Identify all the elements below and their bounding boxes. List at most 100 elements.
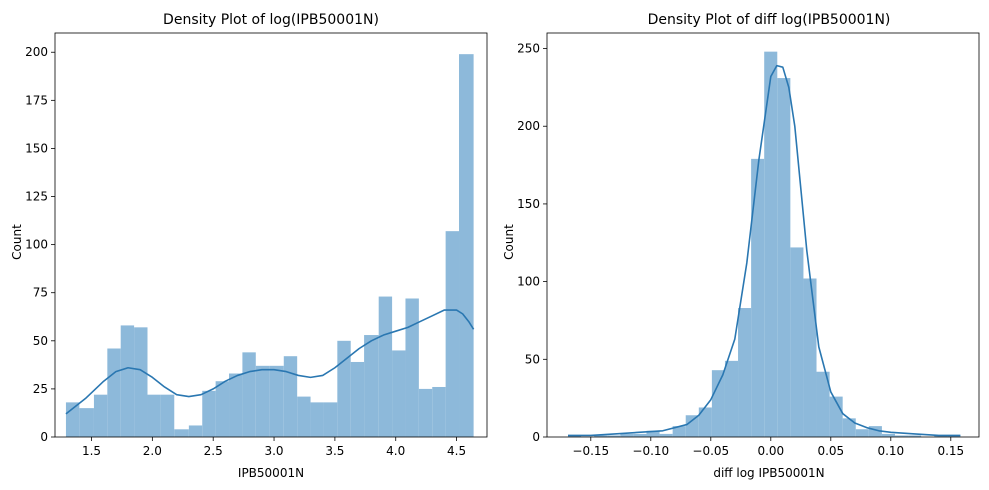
right-plot-layer: −0.15 −0.10 −0.05 0.00 0.05 0.10 0.15 0 50 100 150… bbox=[517, 32, 980, 458]
right-y-tick-label: 0 bbox=[532, 430, 540, 444]
right-histogram-bar bbox=[672, 426, 686, 437]
right-histogram-bar bbox=[816, 371, 830, 437]
left-histogram-bar bbox=[378, 296, 393, 437]
left-histogram-bar bbox=[310, 402, 324, 437]
right-histogram-bar bbox=[868, 426, 882, 437]
left-histogram-bar bbox=[229, 373, 243, 437]
left-y-tick-label: 200 bbox=[25, 45, 48, 59]
right-x-axis-label: diff log IPB50001N bbox=[713, 466, 824, 480]
right-x-tick-label: 0.15 bbox=[937, 444, 964, 458]
left-y-tick-label: 0 bbox=[40, 430, 48, 444]
left-y-tick-label: 75 bbox=[33, 286, 48, 300]
left-histogram-bar bbox=[255, 365, 270, 437]
right-histogram-bar bbox=[842, 418, 856, 437]
left-y-tick-label: 150 bbox=[25, 141, 48, 155]
left-histogram-bar bbox=[202, 390, 216, 437]
right-chart-title: Density Plot of diff log(IPB50001N) bbox=[648, 12, 891, 28]
left-histogram-bar bbox=[134, 327, 148, 437]
right-histogram-bar bbox=[751, 158, 765, 438]
left-x-tick-label: 4.0 bbox=[386, 444, 405, 458]
right-y-tick-label: 150 bbox=[517, 197, 540, 211]
left-y-tick-label: 100 bbox=[25, 238, 48, 252]
right-histogram-bar bbox=[698, 407, 712, 437]
left-chart-title: Density Plot of log(IPB50001N) bbox=[163, 12, 379, 28]
right-x-tick-label: 0.00 bbox=[757, 444, 784, 458]
left-y-tick-label: 50 bbox=[33, 334, 48, 348]
right-histogram-bar bbox=[646, 430, 660, 437]
left-histogram-bar bbox=[120, 325, 135, 437]
left-histogram-bar bbox=[215, 381, 230, 437]
right-histogram-bar bbox=[633, 433, 647, 437]
left-y-tick-label: 25 bbox=[33, 382, 48, 396]
left-histogram-bar bbox=[405, 298, 419, 437]
right-histogram-bar bbox=[764, 51, 778, 438]
right-x-tick-label: −0.05 bbox=[692, 444, 729, 458]
left-histogram-bar bbox=[79, 408, 94, 437]
right-histogram-bar bbox=[790, 247, 804, 437]
right-kde-curve bbox=[568, 64, 961, 437]
left-histogram-bar bbox=[93, 394, 108, 437]
left-y-axis-label: Count bbox=[10, 224, 24, 260]
right-y-axis-label: Count bbox=[502, 224, 516, 260]
left-histogram-bar bbox=[107, 348, 121, 437]
left-histogram-bar bbox=[188, 425, 203, 437]
left-y-tick-label: 125 bbox=[25, 190, 48, 204]
left-histogram-bar bbox=[283, 356, 298, 437]
left-histogram-bar bbox=[459, 54, 474, 437]
left-histogram-bar bbox=[323, 402, 338, 437]
left-histogram-bar bbox=[337, 340, 351, 437]
right-y-tick-label: 50 bbox=[525, 352, 540, 366]
left-histogram-bar bbox=[297, 396, 311, 437]
right-histogram-bar bbox=[777, 78, 791, 437]
right-histogram-bar bbox=[908, 435, 922, 437]
right-histogram-bar bbox=[803, 278, 817, 437]
left-histogram-panel: Density Plot of log(IPB50001N) 1.5 2.0 2.5… bbox=[10, 12, 488, 480]
right-y-tick-label: 200 bbox=[517, 119, 540, 133]
right-y-tick-label: 250 bbox=[517, 42, 540, 56]
left-x-axis-label: IPB50001N bbox=[238, 466, 304, 480]
left-histogram-bar bbox=[269, 365, 284, 437]
left-y-tick-label: 175 bbox=[25, 93, 48, 107]
right-x-tick-label: −0.15 bbox=[572, 444, 609, 458]
left-axes-frame bbox=[54, 32, 488, 438]
right-histogram-bar bbox=[895, 435, 909, 437]
right-histogram-bar bbox=[685, 415, 699, 437]
right-histogram-bar bbox=[594, 435, 608, 437]
left-x-tick-label: 3.5 bbox=[325, 444, 344, 458]
left-plot-layer: 1.5 2.0 2.5 3.0 3.5 4.0 4.5 0 25 50 75 100 125 150 175… bbox=[25, 32, 488, 458]
right-bars bbox=[568, 51, 961, 438]
left-histogram-bar bbox=[445, 231, 460, 437]
right-histogram-bar bbox=[659, 433, 673, 437]
left-x-tick-label: 3.0 bbox=[264, 444, 283, 458]
left-x-tick-label: 2.5 bbox=[204, 444, 223, 458]
right-x-tick-label: 0.10 bbox=[877, 444, 904, 458]
left-histogram-bar bbox=[392, 350, 406, 437]
left-histogram-bar bbox=[65, 402, 80, 437]
right-histogram-panel: Density Plot of diff log(IPB50001N) −0.1… bbox=[502, 12, 980, 480]
right-axes-frame bbox=[546, 32, 980, 438]
left-histogram-bar bbox=[174, 429, 189, 437]
left-histogram-bar bbox=[350, 361, 365, 437]
left-bars bbox=[65, 54, 474, 437]
right-histogram-bar bbox=[724, 360, 739, 437]
right-histogram-bar bbox=[620, 433, 634, 437]
left-x-tick-label: 2.0 bbox=[143, 444, 162, 458]
left-histogram-bar bbox=[160, 394, 175, 437]
left-histogram-bar bbox=[432, 386, 446, 437]
right-histogram-bar bbox=[607, 435, 621, 437]
right-histogram-bar bbox=[855, 429, 869, 437]
left-histogram-bar bbox=[242, 352, 256, 437]
right-histogram-bar bbox=[711, 370, 725, 437]
right-y-tick-label: 100 bbox=[517, 275, 540, 289]
left-histogram-bar bbox=[147, 394, 161, 437]
left-kde-curve bbox=[65, 309, 475, 415]
left-x-tick-label: 1.5 bbox=[82, 444, 101, 458]
right-x-tick-label: −0.10 bbox=[632, 444, 669, 458]
left-x-tick-label: 4.5 bbox=[447, 444, 466, 458]
left-histogram-bar bbox=[364, 335, 379, 437]
right-x-tick-label: 0.05 bbox=[817, 444, 844, 458]
right-histogram-bar bbox=[738, 308, 752, 437]
right-histogram-bar bbox=[881, 433, 895, 437]
left-histogram-bar bbox=[418, 388, 433, 437]
